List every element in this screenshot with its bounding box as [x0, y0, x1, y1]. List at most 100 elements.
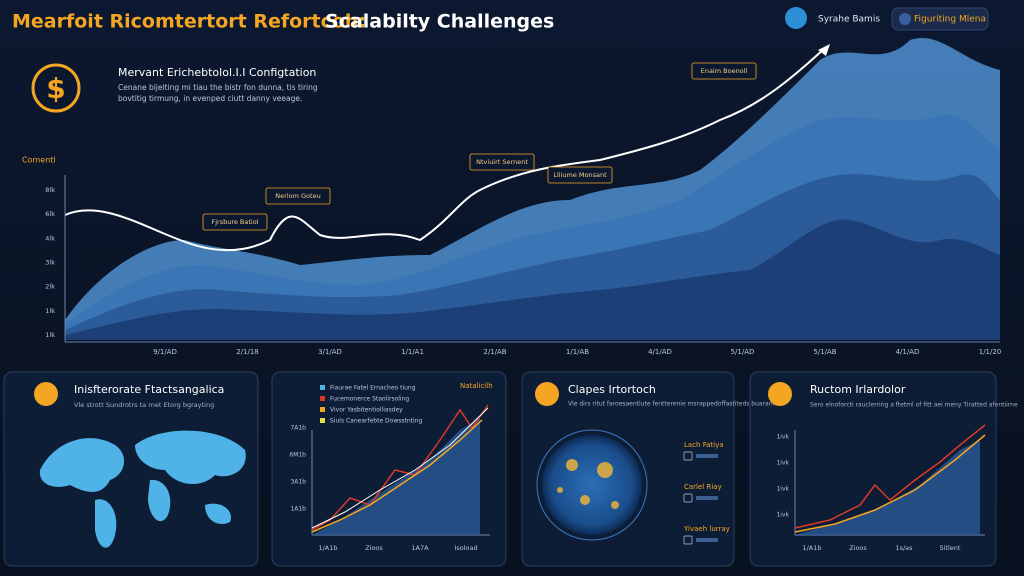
x-label: 1s/as: [895, 544, 913, 552]
x-label: 1/1/20: [979, 348, 1002, 356]
dollar-symbol: $: [46, 72, 65, 105]
panel-desc: Sero elnoforcti rauclerring a ftetml of …: [810, 402, 1018, 409]
axis-label: Comentl: [22, 156, 56, 165]
intro-line: Cenane bijelting mi tiau the bistr fon d…: [118, 83, 318, 92]
annotation: Ntviuirt Sernent: [476, 158, 528, 166]
annotation-box: [469, 153, 535, 171]
legend-swatch: [320, 407, 325, 412]
legend-label: Lach Fatiya: [684, 441, 724, 449]
legend-label: Fiaurae Fatel Ernacheo tiung: [330, 385, 416, 392]
badge-icon: [899, 13, 911, 25]
legend-swatch: [320, 418, 325, 423]
y-label: 2lk: [45, 283, 55, 291]
globe: [542, 435, 642, 535]
legend-bar: [696, 496, 718, 500]
intro-line: bovtitig tirmung, in evenped ciutt danny…: [118, 94, 302, 103]
x-label: 1/A1b: [802, 544, 821, 552]
legend-label: Vivor Yasbitentiolliasdey: [330, 407, 403, 414]
title-lead: Mearfoit Ricomtertort Refortcoh:: [12, 11, 366, 33]
trend-line: [64, 47, 826, 252]
x-label: 2/1/18: [236, 348, 259, 356]
badge-box: [891, 7, 989, 31]
arrow-head: [818, 44, 830, 56]
legend-chip: [683, 493, 693, 503]
x-label: 5/1/AD: [731, 348, 755, 356]
legend-label: Yivaeh lurray: [683, 525, 730, 533]
intro-heading: Mervant Erichebtolol.I.I Configtation: [118, 66, 316, 79]
badge: Syrahe Bamis: [818, 15, 880, 25]
y-label: 6M1b: [289, 452, 306, 459]
y-labels: 8lk 6lk 4lk 3lk 2lk 1lk 1lk: [45, 186, 55, 339]
panel-title: Clapes Irtortoch: [568, 383, 656, 396]
area: [795, 440, 980, 535]
x-label: Zioos: [849, 544, 867, 552]
x-label: 1A7A: [411, 544, 429, 552]
x-label: 1/A1b: [318, 544, 337, 552]
y-label: 1ivk: [776, 512, 789, 519]
line: [794, 434, 986, 533]
panel-icon: [535, 382, 559, 406]
legend-label: Siuls Canearfebte Dowsstnting: [330, 418, 422, 425]
legend-chip: [683, 451, 693, 461]
y-label: 8lk: [45, 186, 55, 194]
y-label: 1lk: [45, 307, 55, 315]
globe-ring: [536, 429, 648, 541]
line: [311, 404, 489, 531]
panel-desc: Vle dirs ritut faroesaentlute fenttereni…: [568, 401, 784, 408]
annotation: Enaim Boenoll: [701, 67, 748, 75]
x-label: 2/1/AB: [483, 348, 506, 356]
title-rest: Scalabilty Challenges: [325, 11, 554, 33]
area-band: [65, 219, 1000, 340]
y-label: 1ivk: [776, 486, 789, 493]
x-label: 4/1/AD: [896, 348, 920, 356]
y-label: 7A1b: [290, 425, 306, 432]
annotation-box: [202, 213, 268, 231]
axis-labels: 1ivk 1ivk 1ivk 1ivk 1/A1b Zioos 1s/as Sitlent: [776, 434, 960, 553]
x-label: 9/1/AD: [153, 348, 177, 356]
panel-desc: Vle strott Sundrotrs ta rnet Etorg bgray…: [74, 401, 214, 409]
legend-label: Carlel Riay: [684, 483, 722, 491]
badge: Figuriting Mlena: [914, 15, 986, 25]
annotations: Fjrsbure Batiol Nerlom Goteu Ntviuirt Sern…: [202, 62, 757, 231]
legend-chip: [683, 535, 693, 545]
panel-title: Ructom Irlardolor: [810, 383, 906, 396]
legend-swatch: [320, 385, 325, 390]
y-label: 1A1b: [290, 506, 306, 513]
annotation: Lliiume Monsant: [553, 171, 607, 179]
line: [311, 407, 489, 529]
annotation-box: [691, 62, 757, 80]
area: [312, 418, 480, 535]
badge-icon: [785, 7, 807, 29]
panel-title: Inisfterorate Ftactsangalica: [74, 383, 224, 396]
legend-swatch: [320, 396, 325, 401]
legend-label: Fucemonerce Staolirsoling: [330, 396, 409, 403]
x-label: Zioos: [365, 544, 383, 552]
panel-icon: [768, 382, 792, 406]
x-label: Isoload: [454, 544, 477, 552]
x-labels: 9/1/AD 2/1/18 3/1/AD 1/1/A1 2/1/AB 1/1/AB 4/1/…: [153, 348, 1001, 356]
annotation: Fjrsbure Batiol: [211, 218, 258, 226]
panel-icon: [34, 382, 58, 406]
axis-labels: 7A1b 6M1b 3A1b 1A1b 1/A1b Zioos 1A7A Isoload: [289, 425, 477, 553]
panel-tag: Natalicilh: [460, 382, 493, 390]
y-label: 1ivk: [776, 460, 789, 467]
y-label: 3lk: [45, 259, 55, 267]
legend: Lach Fatiya Carlel Riay Yivaeh lurray: [683, 441, 730, 545]
dollar-icon: [31, 63, 81, 113]
line: [311, 419, 483, 533]
y-label: 1ivk: [776, 434, 789, 441]
x-label: 4/1/AD: [648, 348, 672, 356]
line: [794, 424, 986, 529]
y-label: 6lk: [45, 210, 55, 218]
legend-bar: [696, 454, 718, 458]
world-map: [39, 430, 246, 548]
y-label: 1lk: [45, 331, 55, 339]
annotation: Nerlom Goteu: [275, 192, 320, 200]
panel: [3, 371, 259, 567]
legend-bar: [696, 538, 718, 542]
x-label: 1/1/AB: [566, 348, 589, 356]
annotation-box: [265, 187, 331, 205]
legend: Fiaurae Fatel Ernacheo tiung Fucemonerce …: [320, 385, 422, 425]
x-label: 5/1/AB: [813, 348, 836, 356]
